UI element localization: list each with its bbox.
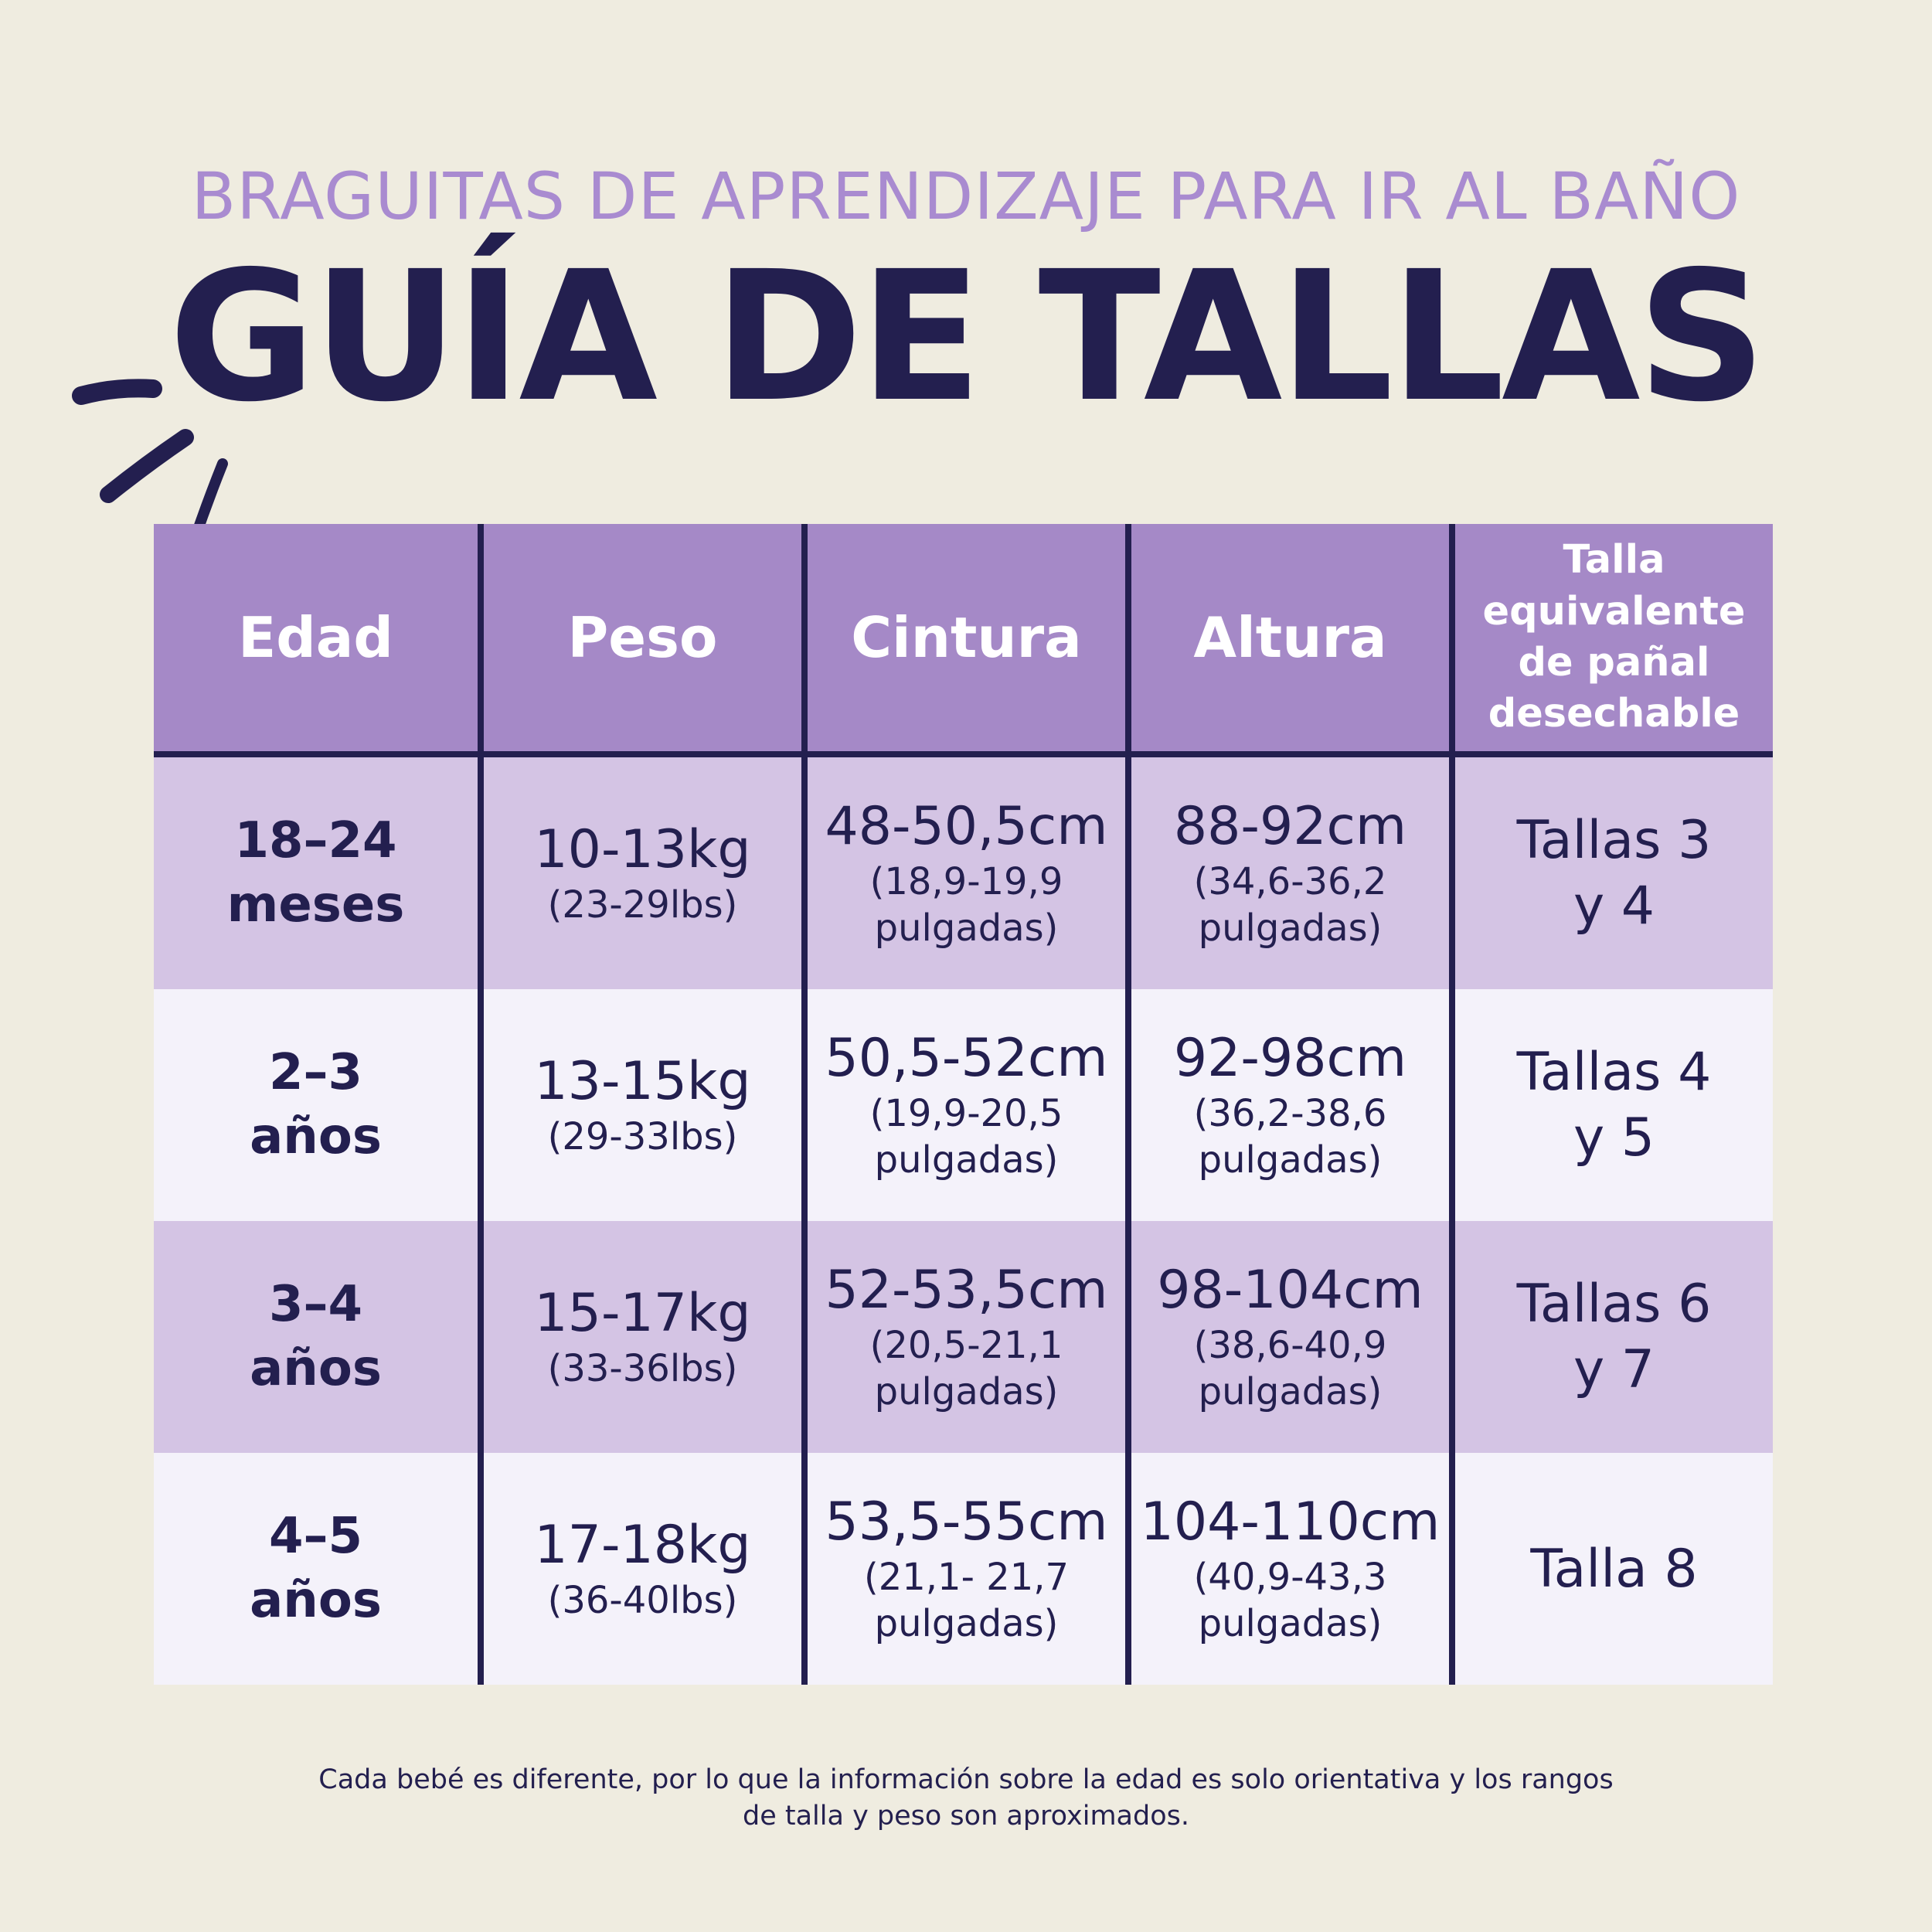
altura-sub: (38,6-40,9 pulgadas)	[1193, 1323, 1387, 1413]
size-table: Edad Peso Cintura Altura Talla equivalente d…	[154, 524, 1773, 1685]
peso-sub: (29-33lbs)	[547, 1114, 738, 1158]
diaper-size: Tallas 4 y 5	[1516, 1042, 1712, 1168]
altura-sub: (34,6-36,2 pulgadas)	[1193, 859, 1387, 950]
cintura-cell: 53,5-55cm (21,1- 21,7 pulgadas)	[801, 1453, 1125, 1685]
age-cell: 2–3 años	[154, 989, 478, 1221]
peso-main: 13-15kg	[534, 1051, 751, 1113]
age-line: 18–24	[234, 811, 397, 869]
diaper-size: Tallas 3 y 4	[1516, 810, 1712, 937]
peso-sub: (33-36lbs)	[547, 1346, 738, 1390]
peso-cell: 15-17kg (33-36lbs)	[478, 1221, 801, 1453]
cintura-main: 53,5-55cm	[825, 1492, 1108, 1553]
altura-main: 98-104cm	[1157, 1260, 1423, 1321]
cintura-sub: (20,5-21,1 pulgadas)	[869, 1323, 1063, 1413]
cintura-main: 52-53,5cm	[825, 1260, 1108, 1321]
age-line: meses	[226, 876, 405, 934]
subtitle: BRAGUITAS DE APRENDIZAJE PARA IR AL BAÑO	[191, 158, 1741, 234]
column-header: Altura	[1125, 524, 1449, 757]
peso-main: 17-18kg	[534, 1515, 751, 1577]
age-line: años	[250, 1572, 382, 1629]
cintura-main: 48-50,5cm	[825, 796, 1108, 858]
age-cell: 18–24 meses	[154, 757, 478, 989]
age-line: 3–4	[268, 1275, 363, 1333]
age-line: 2–3	[268, 1043, 363, 1101]
altura-sub: (40,9-43,3 pulgadas)	[1193, 1555, 1387, 1645]
altura-main: 104-110cm	[1140, 1492, 1440, 1553]
altura-main: 92-98cm	[1173, 1028, 1407, 1090]
column-header: Talla equivalente de pañal desechable	[1449, 524, 1773, 757]
age-line: 4–5	[268, 1507, 363, 1565]
footer-line: Cada bebé es diferente, por lo que la in…	[318, 1764, 1614, 1795]
altura-cell: 88-92cm (34,6-36,2 pulgadas)	[1125, 757, 1449, 989]
peso-cell: 10-13kg (23-29lbs)	[478, 757, 801, 989]
diaper-size: Talla 8	[1530, 1538, 1698, 1600]
column-header: Cintura	[801, 524, 1125, 757]
peso-cell: 17-18kg (36-40lbs)	[478, 1453, 801, 1685]
altura-cell: 92-98cm (36,2-38,6 pulgadas)	[1125, 989, 1449, 1221]
age-cell: 4–5 años	[154, 1453, 478, 1685]
cintura-cell: 48-50,5cm (18,9-19,9 pulgadas)	[801, 757, 1125, 989]
title: GUÍA DE TALLAS	[168, 233, 1766, 441]
cintura-main: 50,5-52cm	[825, 1028, 1108, 1090]
cintura-sub: (19,9-20,5 pulgadas)	[869, 1091, 1063, 1182]
footer-line: de talla y peso son aproximados.	[743, 1801, 1189, 1832]
peso-sub: (36-40lbs)	[547, 1578, 738, 1622]
peso-cell: 13-15kg (29-33lbs)	[478, 989, 801, 1221]
cintura-sub: (21,1- 21,7 pulgadas)	[863, 1555, 1070, 1645]
cintura-cell: 50,5-52cm (19,9-20,5 pulgadas)	[801, 989, 1125, 1221]
cintura-cell: 52-53,5cm (20,5-21,1 pulgadas)	[801, 1221, 1125, 1453]
diaper-size: Tallas 6 y 7	[1516, 1274, 1712, 1400]
altura-main: 88-92cm	[1173, 796, 1407, 858]
cintura-sub: (18,9-19,9 pulgadas)	[869, 859, 1063, 950]
diaper-size-cell: Tallas 4 y 5	[1449, 989, 1773, 1221]
peso-sub: (23-29lbs)	[547, 883, 738, 927]
peso-main: 15-17kg	[534, 1283, 751, 1345]
peso-main: 10-13kg	[534, 819, 751, 881]
age-cell: 3–4 años	[154, 1221, 478, 1453]
footer: Cada bebé es diferente, por lo que la in…	[0, 1762, 1932, 1835]
altura-cell: 104-110cm (40,9-43,3 pulgadas)	[1125, 1453, 1449, 1685]
column-header: Peso	[478, 524, 801, 757]
diaper-size-cell: Talla 8	[1449, 1453, 1773, 1685]
diaper-size-cell: Tallas 6 y 7	[1449, 1221, 1773, 1453]
column-header: Edad	[154, 524, 478, 757]
altura-cell: 98-104cm (38,6-40,9 pulgadas)	[1125, 1221, 1449, 1453]
age-line: años	[250, 1108, 382, 1165]
diaper-size-cell: Tallas 3 y 4	[1449, 757, 1773, 989]
altura-sub: (36,2-38,6 pulgadas)	[1193, 1091, 1387, 1182]
age-line: años	[250, 1340, 382, 1397]
